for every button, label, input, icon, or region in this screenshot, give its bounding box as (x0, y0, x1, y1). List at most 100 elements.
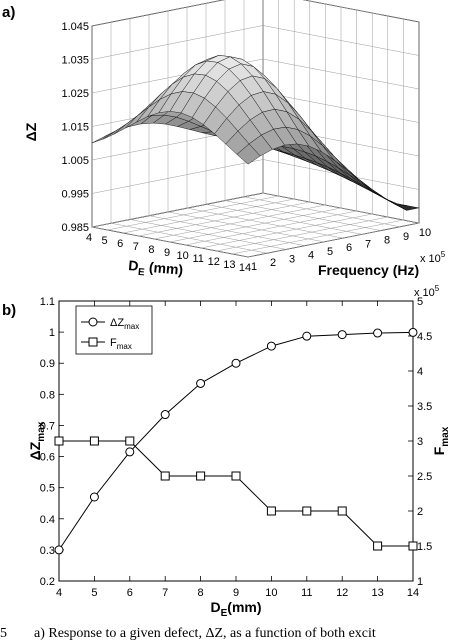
frequency-multiplier: x 105 (420, 250, 446, 265)
x-tick-label-b: 11 (301, 587, 312, 599)
y-right-tick-label: 2 (417, 506, 423, 518)
y-gridline (167, 10, 325, 243)
right-axis-multiplier: x 105 (414, 284, 440, 299)
x-tick-label-a: 12 (208, 256, 220, 268)
x-tick-label-b: 7 (162, 587, 168, 599)
caption-text: a) Response to a given defect, ΔZ, as a … (34, 626, 376, 641)
x-tick-label-b: 9 (233, 587, 239, 599)
y-left-tick-label: 0.9 (40, 358, 55, 370)
y-tick-label-a: 8 (384, 235, 390, 247)
z-tick-label: 0.995 (61, 189, 89, 201)
legend-dz-main: ΔZ (110, 317, 124, 329)
data-point-dz-max (160, 410, 170, 420)
x-tick-label-a: 6 (117, 238, 123, 250)
x-tick-label-b: 12 (336, 587, 348, 599)
x-axis-label-b: DE(mm) (210, 599, 261, 619)
y-gridline (110, 22, 268, 254)
data-point-dz-max (408, 327, 418, 337)
x-tick-label-a: 8 (148, 244, 154, 256)
data-point-f-max (302, 506, 312, 516)
axes-ticks-b: 4 5 6 7 8 9 10 11 12 13 140.20.30.40.50.60.70.80.9… (40, 296, 433, 599)
series-markers-b (54, 327, 418, 555)
data-point-dz-max (89, 492, 99, 502)
x-tick-label-a: 13 (223, 259, 235, 271)
y-tick-label-a: 5 (327, 246, 333, 258)
data-point-f-max (54, 436, 64, 446)
x-tick-label-b: 4 (56, 587, 62, 599)
y-left-tick-label: 0.8 (40, 389, 55, 401)
y-right-axis-label: Fmax (431, 426, 451, 455)
caption-number: 5 (0, 626, 7, 641)
legend-f-main: F (110, 337, 117, 349)
legend-f-sub: max (117, 342, 132, 351)
y-tick-label-a: 4 (308, 250, 314, 262)
y-right-tick-label: 2.5 (417, 471, 432, 483)
x-axis-label-a-sub: E (137, 267, 145, 279)
x-axis-label-a-unit: (mm) (144, 259, 183, 278)
y-tick-label-a: 3 (289, 253, 295, 265)
x-tick-label-b: 6 (127, 587, 133, 599)
data-point-f-max (373, 541, 383, 551)
y-left-label-main: ΔZ (27, 441, 43, 460)
legend-dz-sub: max (124, 322, 139, 331)
data-point-f-max (337, 506, 347, 516)
y-left-tick-label: 0.7 (40, 420, 55, 432)
y-axis-label-a: Frequency (Hz) (318, 262, 419, 278)
y-right-tick-label: 4 (417, 366, 423, 378)
x-tick-label-a: 9 (164, 247, 170, 259)
z-gridline (91, 0, 420, 27)
data-point-f-max (160, 471, 170, 481)
data-point-dz-max (125, 447, 135, 457)
y-tick-label-a: 9 (403, 231, 409, 243)
data-point-f-max (408, 541, 418, 551)
y-right-tick-label: 3.5 (417, 401, 432, 413)
data-point-f-max (266, 506, 276, 516)
data-point-f-max (125, 436, 135, 446)
legend-label-dz: ΔZmax (110, 317, 139, 331)
x-axis-label-a: DE (mm) (127, 257, 183, 282)
y-right-tick-label: 1 (417, 576, 423, 588)
y-right-tick-label: 4.5 (417, 331, 432, 343)
x-tick-label-b: 14 (407, 587, 419, 599)
panel-b-label: b) (2, 302, 16, 319)
legend-marker-square (88, 337, 98, 347)
y-tick-label-a: 6 (346, 242, 352, 254)
data-point-f-max (89, 436, 99, 446)
right-multiplier-exp: 5 (435, 284, 440, 293)
y-gridline (262, 0, 420, 224)
y-left-axis-label: ΔZmax (27, 421, 47, 460)
x-axis-label-b-sub: E (221, 608, 228, 619)
y-gridline (91, 26, 249, 258)
x-tick-label-a: 11 (192, 253, 203, 265)
z-tick-label: 1.045 (61, 21, 89, 33)
x-tick-label-b: 8 (198, 587, 204, 599)
z-tick-label: 1.025 (61, 88, 89, 100)
x-tick-label-b: 10 (265, 587, 277, 599)
y-gridline (148, 14, 306, 246)
y-left-tick-label: 0.4 (40, 514, 55, 526)
z-axis-label: ΔZ (23, 122, 39, 141)
y-left-tick-label: 1 (49, 327, 55, 339)
right-multiplier-base: x 10 (414, 287, 435, 299)
data-point-dz-max (373, 328, 383, 338)
x-axis-label-b-main: D (210, 599, 220, 615)
x-tick-label-a: 4 (86, 232, 92, 244)
y-right-tick-label: 5 (417, 296, 423, 308)
data-point-dz-max (337, 330, 347, 340)
y-right-tick-label: 3 (417, 436, 423, 448)
y-right-label-sub: max (440, 426, 451, 446)
y-left-tick-label: 0.3 (40, 545, 55, 557)
data-point-dz-max (54, 545, 64, 555)
z-tick-label: 1.005 (61, 155, 89, 167)
frequency-multiplier-base: x 10 (420, 253, 441, 265)
y-left-tick-label: 1.1 (40, 296, 55, 308)
frequency-multiplier-exp: 5 (441, 250, 446, 259)
y-tick-label-a: 2 (270, 257, 276, 269)
z-tick-label: 1.015 (61, 122, 89, 134)
figure-caption: 5 a) Response to a given defect, ΔZ, as a… (0, 626, 474, 643)
data-point-dz-max (302, 331, 312, 341)
surface-patch (236, 143, 261, 165)
y-tick-label-a: 1 (251, 261, 257, 273)
